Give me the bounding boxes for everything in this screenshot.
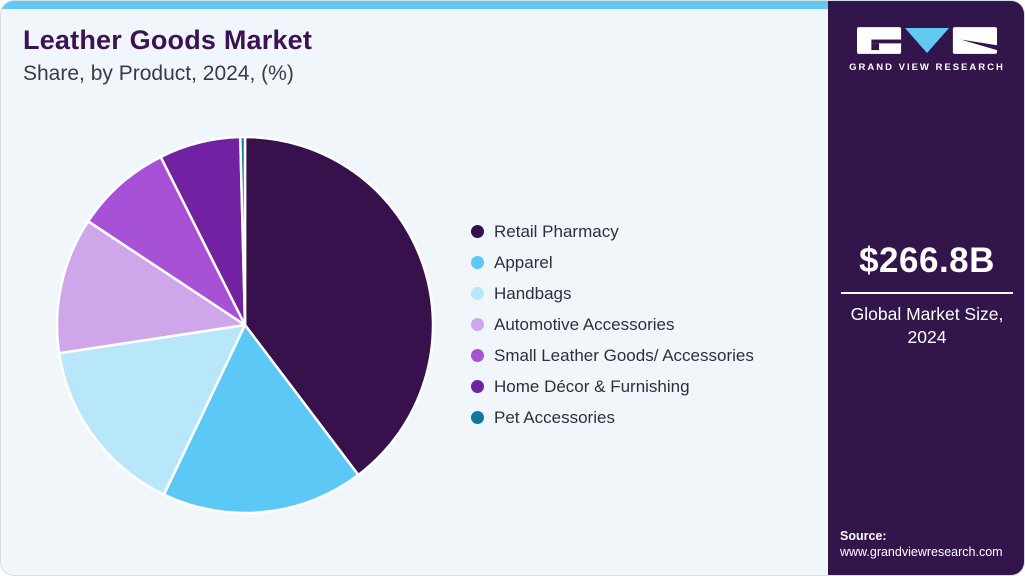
source-block: Source: www.grandviewresearch.com xyxy=(840,529,1003,559)
accent-top-bar xyxy=(1,1,1024,9)
market-size-block: $266.8B Global Market Size, 2024 xyxy=(828,241,1024,349)
pie-slice-6 xyxy=(239,135,247,327)
pie-slice-0 xyxy=(243,135,435,477)
legend-item: Handbags xyxy=(471,278,754,309)
pie-chart-area xyxy=(41,121,449,529)
legend-item: Apparel xyxy=(471,247,754,278)
legend-label: Handbags xyxy=(494,283,572,303)
legend-item: Pet Accessories xyxy=(471,402,754,433)
divider xyxy=(841,292,1013,294)
source-url[interactable]: www.grandviewresearch.com xyxy=(840,545,1003,559)
legend-label: Apparel xyxy=(494,252,553,272)
legend-label: Small Leather Goods/ Accessories xyxy=(494,345,754,365)
brand-block: GRAND VIEW RESEARCH xyxy=(828,27,1024,73)
legend: Retail Pharmacy Apparel Handbags Automotive… xyxy=(471,216,754,433)
page-title: Leather Goods Market xyxy=(23,25,313,55)
legend-dot-icon xyxy=(471,411,484,424)
legend-item: Small Leather Goods/ Accessories xyxy=(471,340,754,371)
market-size-caption: Global Market Size, 2024 xyxy=(850,304,1004,348)
legend-dot-icon xyxy=(471,318,484,331)
legend-label: Retail Pharmacy xyxy=(494,221,619,241)
page-subtitle: Share, by Product, 2024, (%) xyxy=(23,62,294,85)
legend-dot-icon xyxy=(471,225,484,238)
legend-item: Retail Pharmacy xyxy=(471,216,754,247)
sidebar: GRAND VIEW RESEARCH $266.8B Global Marke… xyxy=(828,1,1024,575)
legend-dot-icon xyxy=(471,380,484,393)
legend-label: Pet Accessories xyxy=(494,407,615,427)
pie-slice-1 xyxy=(162,323,360,515)
source-label: Source: xyxy=(840,529,887,543)
legend-item: Automotive Accessories xyxy=(471,309,754,340)
logo-r-tile xyxy=(952,27,997,54)
gvr-logo-icon xyxy=(857,27,997,54)
pie-slice-3 xyxy=(55,220,247,355)
logo-v-tile xyxy=(904,28,950,53)
header: Leather Goods Market Share, by Product, … xyxy=(23,25,312,86)
legend-dot-icon xyxy=(471,287,484,300)
legend-item: Home Décor & Furnishing xyxy=(471,371,754,402)
legend-dot-icon xyxy=(471,349,484,362)
legend-dot-icon xyxy=(471,256,484,269)
pie-slice-4 xyxy=(86,155,247,327)
legend-label: Home Décor & Furnishing xyxy=(494,376,690,396)
legend-label: Automotive Accessories xyxy=(494,314,675,334)
pie-slice-2 xyxy=(57,323,247,496)
market-size-value: $266.8B xyxy=(859,241,995,280)
brand-name: GRAND VIEW RESEARCH xyxy=(849,62,1005,73)
pie-chart xyxy=(55,135,435,515)
